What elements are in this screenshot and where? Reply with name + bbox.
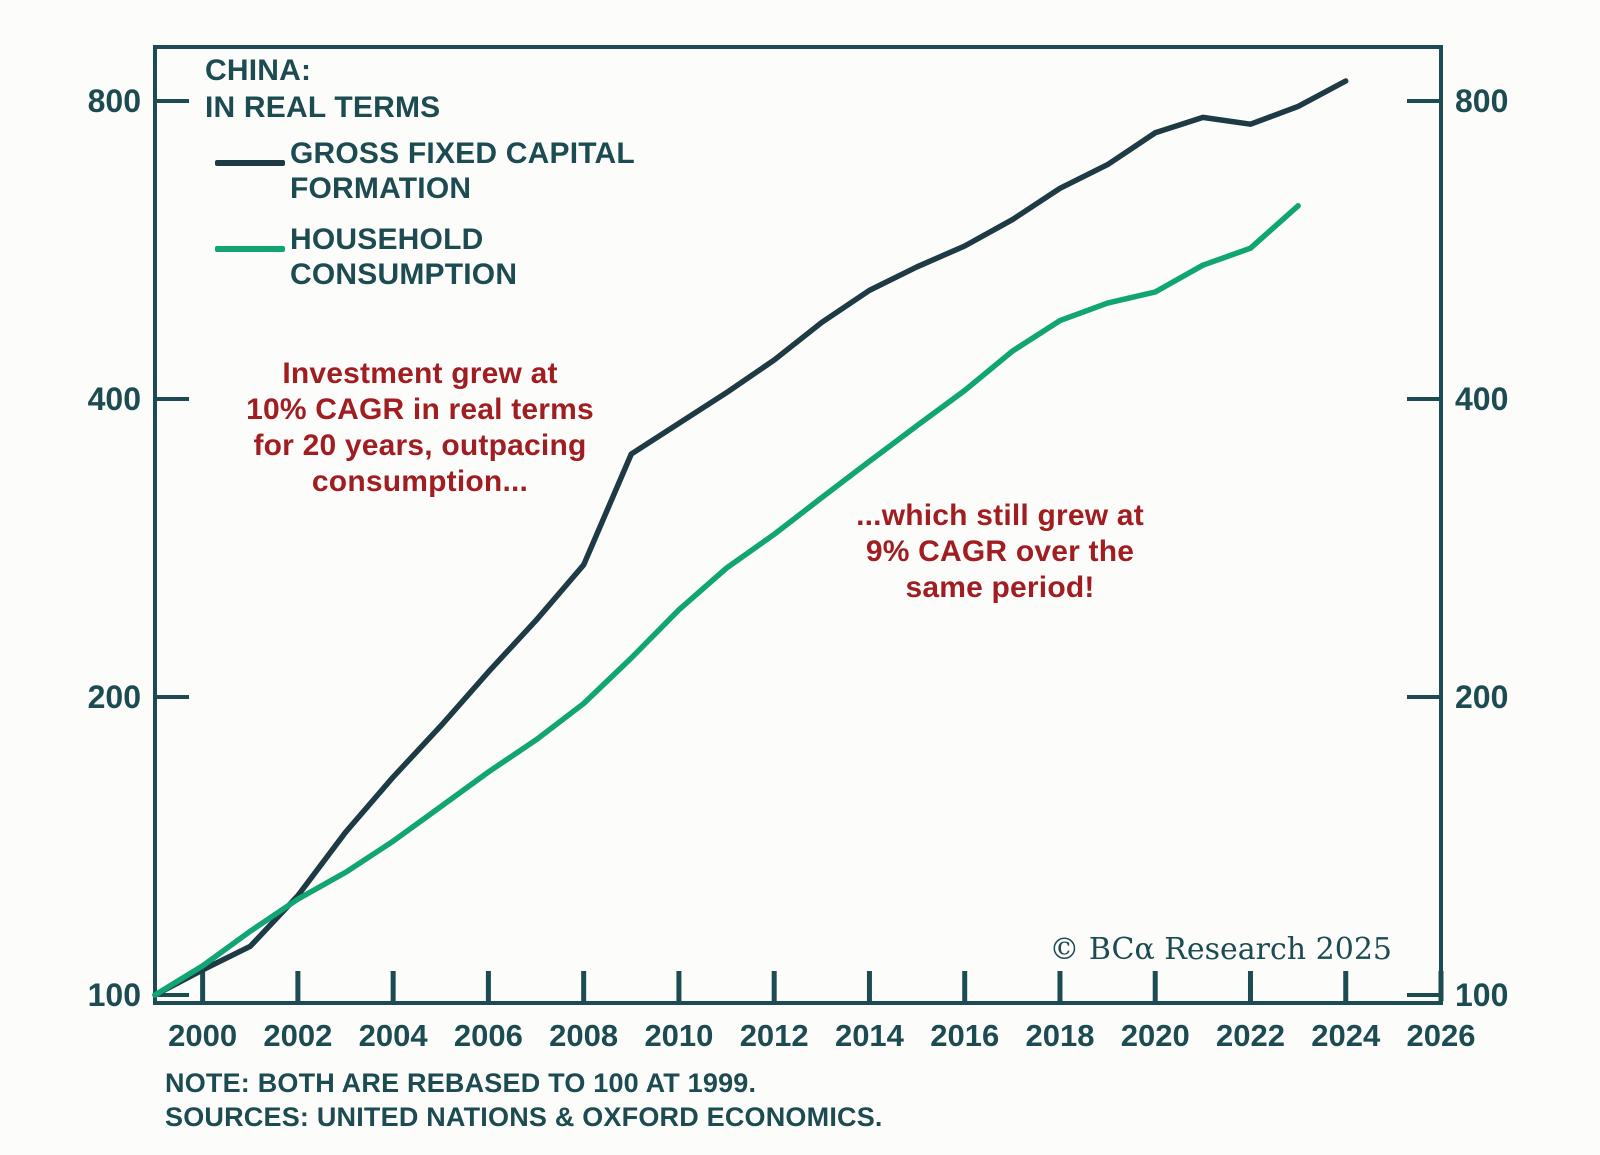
x-tick-label-2004: 2004 [359,1018,429,1053]
chart-title: CHINA: IN REAL TERMS [205,52,440,126]
x-tick-label-2000: 2000 [168,1018,237,1053]
y-tick-label-left-200: 200 [88,679,141,715]
footnote-rebase: NOTE: BOTH ARE REBASED TO 100 AT 1999. [165,1068,757,1098]
gfcf-line-swatch [215,160,285,166]
y-tick-label-right-200: 200 [1455,679,1508,715]
x-tick-label-2018: 2018 [1025,1018,1094,1053]
y-tick-label-right-100: 100 [1455,977,1508,1013]
x-tick-label-2022: 2022 [1216,1018,1285,1053]
y-tick-label-left-100: 100 [88,977,141,1013]
copyright-bca-research: © BCα Research 2025 [1049,932,1392,967]
x-tick-label-2008: 2008 [549,1018,618,1053]
x-tick-label-2016: 2016 [930,1018,999,1053]
plot-frame [153,45,1443,1005]
x-tick-label-2002: 2002 [263,1018,332,1053]
y-tick-label-left-400: 400 [88,381,141,417]
y-tick-label-left-800: 800 [88,83,141,119]
footnote-sources: SOURCES: UNITED NATIONS & OXFORD ECONOMI… [165,1102,883,1132]
gfcf-line [152,78,1349,998]
chart-title-line1: CHINA: [205,54,312,87]
legend-item-household: HOUSEHOLD CONSUMPTION [205,222,685,292]
x-tick-label-2006: 2006 [454,1018,523,1053]
x-tick-label-2012: 2012 [740,1018,809,1053]
x-tick-label-2026: 2026 [1407,1018,1476,1053]
x-tick-label-2010: 2010 [644,1018,713,1053]
y-tick-label-right-400: 400 [1455,381,1508,417]
footnotes: NOTE: BOTH ARE REBASED TO 100 AT 1999. S… [165,1066,883,1134]
household-consumption-line [152,203,1301,998]
annotation-investment-cagr: Investment grew at 10% CAGR in real term… [246,357,594,498]
legend-item-gfcf: GROSS FIXED CAPITAL FORMATION [205,136,685,206]
annotation-consumption-cagr: ...which still grew at 9% CAGR over the … [856,499,1144,604]
y-tick-label-right-800: 800 [1455,83,1508,119]
legend-label-gfcf: GROSS FIXED CAPITAL FORMATION [290,137,635,205]
household-line-swatch [215,246,285,252]
x-tick-label-2024: 2024 [1311,1018,1381,1053]
chart-title-line2: IN REAL TERMS [205,91,441,124]
legend-label-household: HOUSEHOLD CONSUMPTION [290,223,518,291]
x-tick-label-2020: 2020 [1121,1018,1190,1053]
x-tick-label-2014: 2014 [835,1018,905,1053]
legend: GROSS FIXED CAPITAL FORMATION HOUSEHOLD … [205,136,685,308]
